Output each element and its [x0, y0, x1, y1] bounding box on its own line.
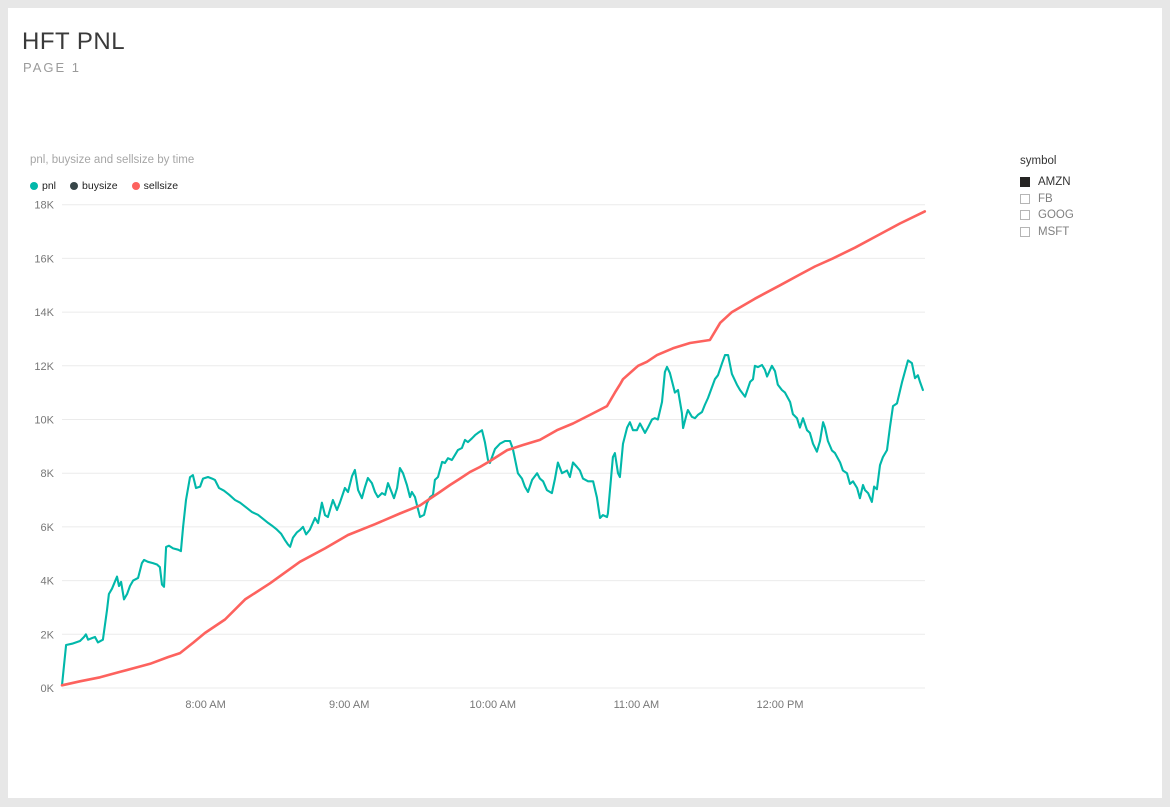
y-axis-label-14K: 14K	[34, 307, 54, 319]
checkbox-unchecked-icon[interactable]	[1020, 193, 1030, 204]
legend-label: buysize	[82, 180, 118, 192]
legend-label: sellsize	[143, 180, 179, 192]
y-axis-label-6K: 6K	[41, 522, 55, 534]
y-axis-label-10K: 10K	[34, 415, 54, 427]
slicer-options: AMZN FB GOOG MSFT	[1020, 174, 1150, 240]
y-axis-label-12K: 12K	[34, 361, 54, 373]
legend-item-pnl[interactable]: pnl	[30, 180, 56, 192]
line-chart-plot[interactable]: 0K 2K 4K 6K 8K 10K 12K 14K 16K 18K 8:00 AM 9:00 AM 1…	[8, 8, 958, 723]
legend-dot-icon	[70, 182, 79, 190]
report-canvas: HFT PNL PAGE 1 pnl, buysize and sellsize…	[8, 8, 1162, 798]
y-axis-label-0K: 0K	[41, 683, 55, 695]
legend-label: pnl	[42, 180, 57, 192]
page-title: HFT PNL	[22, 28, 126, 55]
chart-legend: pnl buysize sellsize	[30, 179, 178, 193]
chart-title: pnl, buysize and sellsize by time	[30, 154, 195, 166]
legend-item-buysize[interactable]: buysize	[70, 180, 118, 192]
symbol-slicer: symbol AMZN FB GOOG MSFT	[1020, 155, 1150, 240]
y-axis-label-2K: 2K	[41, 629, 55, 641]
slicer-option-MSFT[interactable]: MSFT	[1020, 224, 1150, 241]
legend-dot-icon	[30, 182, 38, 190]
slicer-option-FB[interactable]: FB	[1020, 191, 1150, 208]
checkbox-unchecked-icon[interactable]	[1020, 210, 1030, 221]
checkbox-checked-icon[interactable]	[1020, 177, 1030, 188]
x-axis-label-10:00 AM: 10:00 AM	[470, 699, 516, 711]
page-subtitle: PAGE 1	[23, 60, 82, 75]
x-axis-label-11:00 AM: 11:00 AM	[614, 699, 660, 711]
y-axis-label-18K: 18K	[34, 200, 54, 212]
slicer-option-label: MSFT	[1038, 226, 1070, 239]
y-axis-label-8K: 8K	[41, 468, 55, 480]
slicer-option-label: AMZN	[1038, 176, 1071, 189]
slicer-title: symbol	[1020, 155, 1057, 167]
series-line-pnl[interactable]	[60, 354, 924, 687]
legend-dot-icon	[131, 182, 140, 190]
y-axis-label-4K: 4K	[41, 576, 55, 588]
legend-item-sellsize[interactable]: sellsize	[131, 180, 179, 192]
slicer-option-label: FB	[1038, 192, 1053, 205]
x-axis-label-9:00 AM: 9:00 AM	[329, 699, 369, 711]
slicer-option-label: GOOG	[1038, 209, 1074, 222]
slicer-option-GOOG[interactable]: GOOG	[1020, 207, 1150, 224]
checkbox-unchecked-icon[interactable]	[1020, 227, 1030, 238]
series-line-sellsize[interactable]	[60, 210, 927, 687]
x-axis-label-12:00 PM: 12:00 PM	[756, 699, 803, 711]
x-axis-label-8:00 AM: 8:00 AM	[185, 699, 225, 711]
slicer-option-AMZN[interactable]: AMZN	[1020, 174, 1150, 191]
y-axis-label-16K: 16K	[34, 253, 54, 265]
